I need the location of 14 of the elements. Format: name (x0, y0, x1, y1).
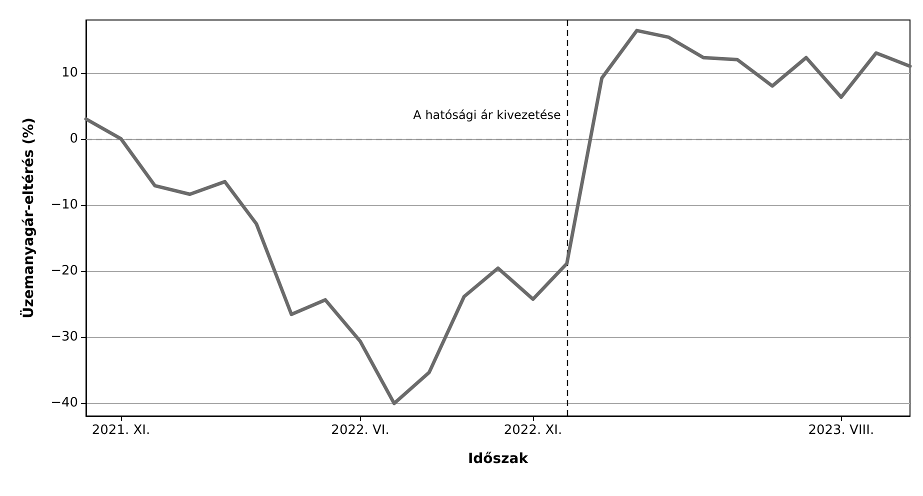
y-axis-title: Üzemanyagár-eltérés (%) (20, 118, 37, 318)
y-tick-label: 0 (70, 131, 78, 146)
x-tick-label: 2023. VIII. (808, 423, 874, 438)
y-tick-label: −20 (50, 263, 78, 278)
line-series (84, 28, 912, 406)
y-tick-label: −30 (50, 329, 78, 344)
x-tick-label: 2022. VI. (331, 423, 390, 438)
x-axis-title: Időszak (468, 451, 529, 467)
y-tick-label: 10 (61, 65, 78, 80)
x-tick-label: 2021. XI. (92, 423, 150, 438)
x-tick-label: 2022. XI. (504, 423, 562, 438)
y-tick-label: −40 (50, 395, 78, 410)
y-tick-label: −10 (50, 197, 78, 212)
ref-line-label: A hatósági ár kivezetése (413, 108, 561, 122)
